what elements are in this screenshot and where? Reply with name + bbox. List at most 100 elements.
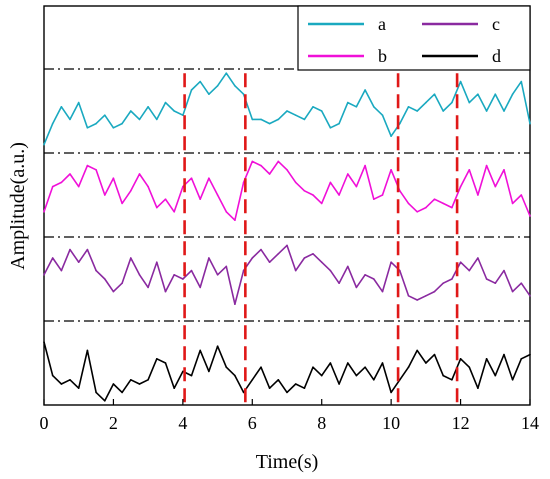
data-point-b-11 bbox=[138, 173, 141, 175]
data-point-b-15 bbox=[173, 211, 175, 213]
data-point-d-27 bbox=[277, 379, 280, 381]
series-a bbox=[43, 72, 531, 146]
data-point-d-12 bbox=[147, 379, 149, 381]
data-point-a-6 bbox=[95, 122, 97, 125]
data-point-d-52 bbox=[494, 374, 497, 377]
data-point-b-20 bbox=[216, 194, 219, 196]
data-point-a-49 bbox=[468, 101, 471, 104]
data-point-a-25 bbox=[260, 118, 262, 121]
data-point-b-19 bbox=[208, 177, 210, 179]
data-point-d-26 bbox=[268, 387, 271, 390]
data-point-c-53 bbox=[503, 269, 505, 272]
data-point-c-34 bbox=[338, 282, 340, 285]
data-point-a-37 bbox=[364, 89, 366, 91]
data-point-d-40 bbox=[390, 391, 392, 394]
data-point-a-18 bbox=[199, 80, 201, 83]
data-point-c-15 bbox=[173, 274, 175, 276]
data-point-c-29 bbox=[294, 269, 297, 272]
series-c bbox=[43, 244, 531, 306]
data-point-c-3 bbox=[69, 248, 71, 251]
data-point-b-34 bbox=[338, 194, 340, 196]
data-point-d-36 bbox=[355, 374, 358, 377]
data-point-b-2 bbox=[60, 181, 63, 184]
data-point-d-1 bbox=[51, 374, 54, 377]
data-point-d-50 bbox=[477, 387, 479, 390]
data-point-c-47 bbox=[451, 278, 453, 280]
data-point-d-38 bbox=[373, 379, 375, 381]
data-point-d-20 bbox=[216, 345, 219, 348]
data-point-c-46 bbox=[442, 282, 445, 285]
x-tick-label-8: 8 bbox=[317, 413, 326, 433]
data-point-b-47 bbox=[451, 206, 453, 209]
data-point-d-53 bbox=[503, 353, 505, 356]
data-point-d-31 bbox=[312, 366, 314, 369]
data-point-d-17 bbox=[190, 374, 193, 377]
data-point-b-8 bbox=[112, 177, 115, 179]
data-point-b-4 bbox=[77, 185, 80, 188]
data-point-b-48 bbox=[459, 185, 462, 188]
data-point-b-54 bbox=[511, 202, 514, 205]
data-point-b-22 bbox=[234, 219, 236, 221]
data-point-c-2 bbox=[60, 269, 63, 272]
data-point-c-45 bbox=[433, 290, 436, 293]
data-point-a-2 bbox=[60, 106, 63, 108]
legend-label-b: b bbox=[378, 46, 387, 66]
x-axis-label: Time(s) bbox=[256, 451, 319, 473]
data-point-d-29 bbox=[294, 383, 297, 385]
data-point-b-39 bbox=[381, 194, 384, 196]
x-tick-label-4: 4 bbox=[178, 413, 187, 433]
data-point-d-34 bbox=[338, 383, 340, 385]
data-point-a-21 bbox=[225, 72, 228, 74]
data-point-c-22 bbox=[234, 303, 236, 306]
data-point-b-52 bbox=[494, 185, 497, 188]
data-point-c-4 bbox=[77, 261, 80, 264]
data-point-a-29 bbox=[294, 114, 297, 116]
data-point-c-23 bbox=[242, 269, 245, 272]
data-point-a-3 bbox=[69, 118, 71, 121]
legend-box bbox=[297, 5, 531, 71]
x-axis: 0 2 4 6 8 10 12 14 bbox=[40, 399, 539, 433]
data-point-b-0 bbox=[43, 211, 45, 213]
data-point-a-35 bbox=[347, 101, 349, 104]
data-point-c-51 bbox=[485, 278, 488, 280]
data-point-d-3 bbox=[69, 379, 71, 381]
data-point-b-28 bbox=[286, 169, 288, 171]
x-tick-label-10: 10 bbox=[382, 413, 400, 433]
data-point-d-6 bbox=[95, 391, 97, 394]
data-point-d-7 bbox=[104, 400, 106, 402]
data-point-a-38 bbox=[373, 106, 375, 108]
data-point-a-45 bbox=[433, 93, 436, 95]
data-point-a-24 bbox=[251, 118, 254, 121]
data-point-b-25 bbox=[260, 164, 262, 167]
data-point-d-47 bbox=[451, 379, 453, 381]
data-point-b-46 bbox=[442, 202, 445, 205]
data-point-d-21 bbox=[225, 366, 228, 369]
data-point-c-49 bbox=[468, 269, 471, 272]
data-point-b-56 bbox=[529, 215, 531, 217]
data-point-c-48 bbox=[459, 261, 462, 264]
data-point-c-9 bbox=[121, 282, 123, 285]
data-point-b-38 bbox=[373, 198, 375, 200]
data-point-b-32 bbox=[320, 202, 323, 205]
data-point-a-13 bbox=[156, 118, 158, 121]
data-point-a-27 bbox=[277, 118, 280, 121]
x-tick-label-14: 14 bbox=[521, 413, 539, 433]
data-point-d-10 bbox=[130, 379, 132, 381]
data-point-a-51 bbox=[485, 110, 488, 112]
data-point-d-14 bbox=[164, 362, 167, 364]
data-point-d-42 bbox=[407, 366, 410, 369]
data-point-a-55 bbox=[520, 80, 523, 83]
data-point-b-37 bbox=[364, 164, 366, 167]
data-point-c-50 bbox=[477, 257, 479, 259]
series-layer bbox=[43, 72, 531, 402]
data-point-a-28 bbox=[286, 110, 288, 112]
data-point-b-43 bbox=[416, 211, 419, 213]
data-point-a-17 bbox=[190, 89, 193, 91]
data-point-b-35 bbox=[347, 173, 349, 175]
data-point-b-1 bbox=[51, 185, 54, 188]
data-point-c-41 bbox=[399, 269, 401, 272]
y-axis-label: Amplitude(a.u.) bbox=[7, 142, 29, 270]
data-point-c-18 bbox=[199, 286, 201, 289]
data-point-c-37 bbox=[364, 274, 366, 276]
data-point-b-51 bbox=[485, 164, 488, 167]
